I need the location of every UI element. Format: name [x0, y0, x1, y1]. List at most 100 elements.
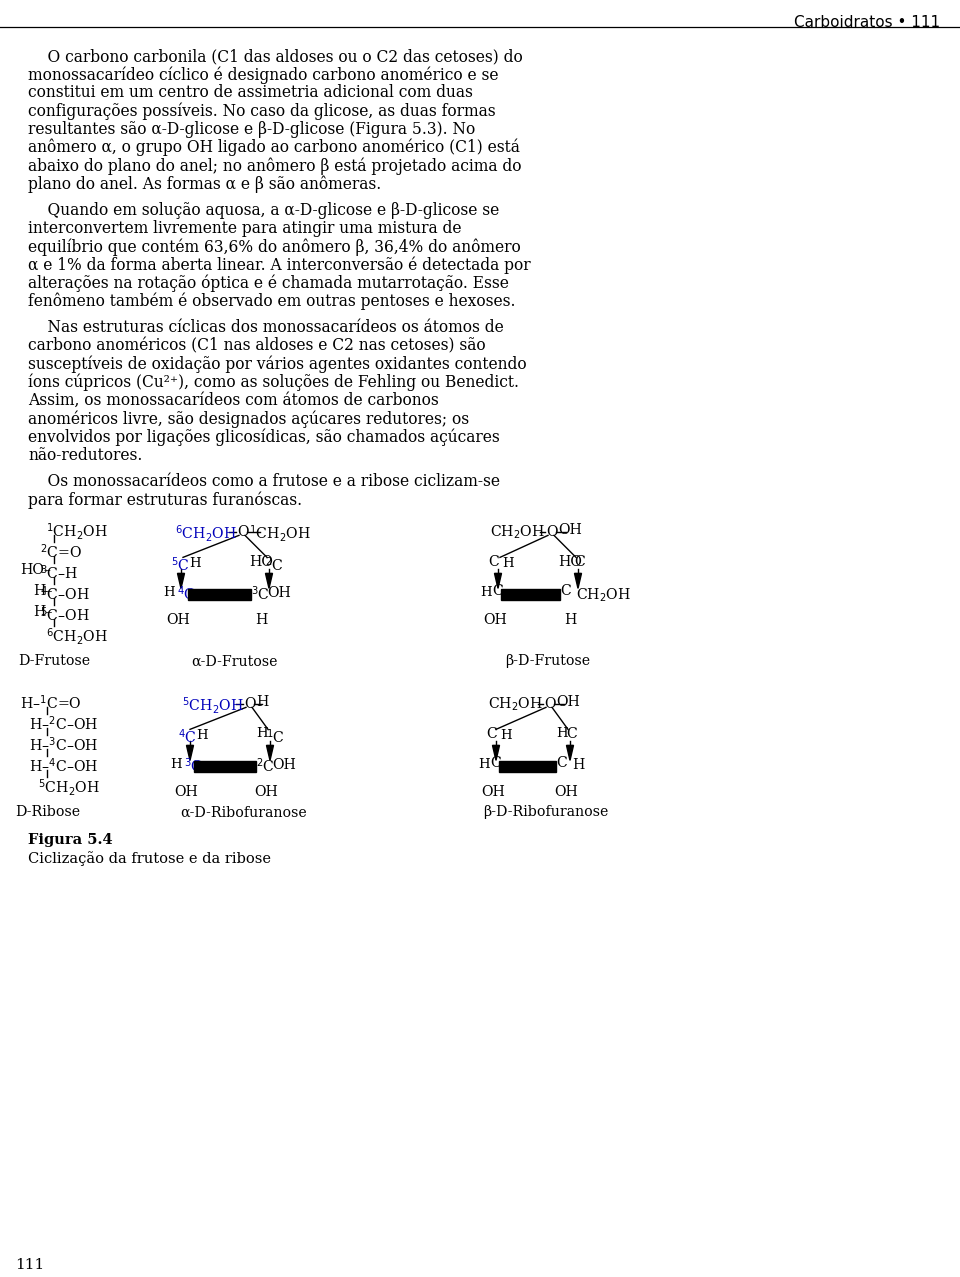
Text: H: H [170, 759, 181, 771]
Text: H: H [478, 759, 490, 771]
Text: H–$^2$C–OH: H–$^2$C–OH [29, 714, 98, 733]
Text: O: O [544, 697, 556, 711]
Text: O: O [237, 525, 249, 539]
Text: C: C [488, 555, 499, 570]
Text: H: H [256, 696, 269, 709]
Text: C: C [560, 585, 571, 599]
Text: HO: HO [249, 555, 273, 570]
Text: D-Frutose: D-Frutose [18, 654, 90, 668]
Text: $^1$CH$_2$OH: $^1$CH$_2$OH [46, 521, 108, 543]
Text: β-D-Frutose: β-D-Frutose [505, 654, 590, 668]
Text: α-D-Frutose: α-D-Frutose [192, 654, 278, 668]
Text: Figura 5.4: Figura 5.4 [28, 834, 112, 848]
Text: H–: H– [33, 585, 53, 599]
Text: $^4$C: $^4$C [177, 585, 196, 603]
Text: H: H [564, 613, 576, 627]
Text: C: C [566, 728, 577, 742]
Text: H: H [254, 613, 267, 627]
Polygon shape [267, 746, 274, 760]
Bar [499, 761, 556, 773]
Text: monossacarídeo cíclico é designado carbono anomérico e se: monossacarídeo cíclico é designado carbo… [28, 66, 498, 84]
Text: íons cúpricos (Cu²⁺), como as soluções de Fehling ou Benedict.: íons cúpricos (Cu²⁺), como as soluções d… [28, 374, 519, 391]
Text: interconvertem livremente para atingir uma mistura de: interconvertem livremente para atingir u… [28, 220, 462, 238]
Text: para formar estruturas furanóscas.: para formar estruturas furanóscas. [28, 492, 302, 508]
Text: OH: OH [483, 613, 507, 627]
Text: O carbono carbonila (C1 das aldoses ou o C2 das cetoses) do: O carbono carbonila (C1 das aldoses ou o… [28, 49, 523, 65]
Text: OH: OH [554, 785, 578, 799]
Text: C: C [574, 555, 585, 570]
Polygon shape [266, 573, 273, 589]
Text: configurações possíveis. No caso da glicose, as duas formas: configurações possíveis. No caso da glic… [28, 102, 495, 120]
Text: OH: OH [272, 759, 296, 773]
Text: fenômeno também é observado em outras pentoses e hexoses.: fenômeno também é observado em outras pe… [28, 292, 516, 310]
Text: $^3$C: $^3$C [184, 756, 203, 775]
Text: H: H [500, 729, 512, 742]
Text: C: C [486, 728, 496, 742]
Text: Carboidratos • 111: Carboidratos • 111 [794, 15, 940, 29]
Text: H–$^1$C=O: H–$^1$C=O [20, 693, 82, 713]
Text: H–$^3$C–OH: H–$^3$C–OH [29, 736, 98, 753]
Text: Ciclização da frutose e da ribose: Ciclização da frutose e da ribose [28, 852, 271, 866]
Text: H: H [502, 557, 514, 571]
Text: O: O [546, 525, 558, 539]
Text: anoméricos livre, são designados açúcares redutores; os: anoméricos livre, são designados açúcare… [28, 410, 469, 428]
Text: C: C [492, 585, 503, 599]
Text: D-Ribose: D-Ribose [15, 806, 81, 820]
Polygon shape [186, 746, 194, 760]
Bar [188, 590, 251, 600]
Text: H: H [163, 586, 175, 599]
Bar [501, 590, 560, 600]
Text: equilíbrio que contém 63,6% do anômero β, 36,4% do anômero: equilíbrio que contém 63,6% do anômero β… [28, 239, 520, 255]
Text: $^2$C: $^2$C [256, 756, 275, 775]
Text: H: H [556, 728, 567, 741]
Polygon shape [494, 573, 501, 589]
Text: anômero α, o grupo OH ligado ao carbono anomérico (C1) está: anômero α, o grupo OH ligado ao carbono … [28, 139, 520, 157]
Text: CH$_2$OH: CH$_2$OH [488, 696, 543, 713]
Polygon shape [492, 746, 499, 760]
Text: OH: OH [166, 613, 190, 627]
Text: CH$_2$OH: CH$_2$OH [576, 586, 631, 604]
Text: $^5$C: $^5$C [171, 555, 190, 573]
Text: $^4$C: $^4$C [178, 728, 197, 746]
Text: $^5$CH$_2$OH: $^5$CH$_2$OH [182, 696, 244, 716]
Text: $^1$C: $^1$C [266, 728, 285, 746]
Text: não-redutores.: não-redutores. [28, 447, 142, 464]
Text: $^3$C–H: $^3$C–H [40, 563, 79, 582]
Text: OH: OH [174, 785, 198, 799]
Text: O: O [244, 697, 255, 711]
Text: CH$_2$OH: CH$_2$OH [490, 524, 545, 540]
Text: $^1$CH$_2$OH: $^1$CH$_2$OH [249, 524, 311, 544]
Text: $^5$CH$_2$OH: $^5$CH$_2$OH [38, 778, 100, 798]
Text: Nas estruturas cíclicas dos monossacarídeos os átomos de: Nas estruturas cíclicas dos monossacaríd… [28, 319, 504, 336]
Text: C: C [490, 756, 501, 770]
Text: α-D-Ribofuranose: α-D-Ribofuranose [180, 806, 307, 820]
Text: HO: HO [558, 555, 582, 570]
Text: H–$^4$C–OH: H–$^4$C–OH [29, 756, 98, 775]
Text: resultantes são α-D-glicose e β-D-glicose (Figura 5.3). No: resultantes são α-D-glicose e β-D-glicos… [28, 121, 475, 138]
Bar [194, 761, 256, 773]
Text: α e 1% da forma aberta linear. A interconversão é detectada por: α e 1% da forma aberta linear. A interco… [28, 257, 531, 273]
Text: H: H [572, 759, 585, 773]
Text: $^6$CH$_2$OH: $^6$CH$_2$OH [46, 627, 108, 647]
Text: H: H [256, 728, 268, 741]
Text: $^2$C: $^2$C [265, 555, 284, 573]
Text: $^3$C: $^3$C [251, 585, 270, 603]
Text: H: H [189, 557, 201, 571]
Text: Os monossacarídeos como a frutose e a ribose ciclizam-se: Os monossacarídeos como a frutose e a ri… [28, 472, 500, 490]
Text: HO–: HO– [20, 563, 51, 577]
Text: $^2$C=O: $^2$C=O [40, 543, 83, 561]
Text: constitui em um centro de assimetria adicional com duas: constitui em um centro de assimetria adi… [28, 84, 473, 101]
Text: $^6$CH$_2$OH: $^6$CH$_2$OH [175, 524, 237, 544]
Text: H: H [480, 586, 492, 599]
Text: envolvidos por ligações glicosídicas, são chamados açúcares: envolvidos por ligações glicosídicas, sã… [28, 428, 500, 446]
Text: plano do anel. As formas α e β são anômeras.: plano do anel. As formas α e β são anôme… [28, 175, 381, 193]
Text: H–: H– [33, 605, 53, 619]
Text: OH: OH [254, 785, 278, 799]
Text: OH: OH [558, 524, 582, 538]
Text: Quando em solução aquosa, a α-D-glicose e β-D-glicose se: Quando em solução aquosa, a α-D-glicose … [28, 202, 499, 218]
Polygon shape [574, 573, 582, 589]
Text: susceptíveis de oxidação por vários agentes oxidantes contendo: susceptíveis de oxidação por vários agen… [28, 355, 527, 373]
Text: OH: OH [267, 586, 291, 600]
Text: H: H [196, 729, 207, 742]
Text: C: C [556, 756, 566, 770]
